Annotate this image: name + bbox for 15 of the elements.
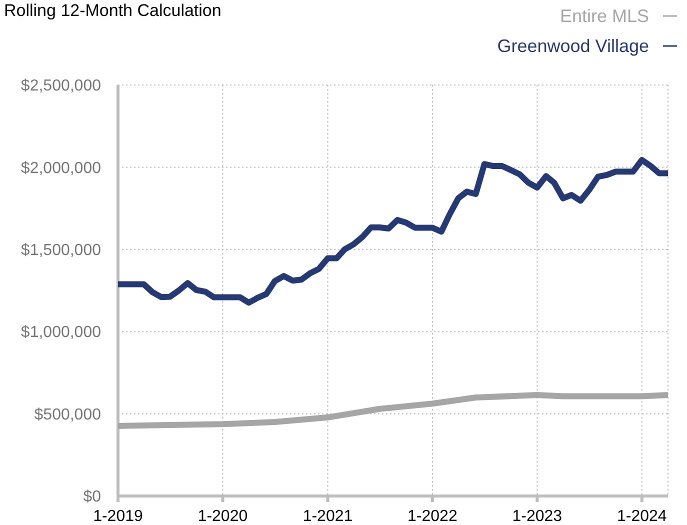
legend-label: Entire MLS [560,6,649,26]
x-tick-label: 1-2024 [616,508,667,525]
y-tick-label: $2,500,000 [20,78,102,95]
x-tick-label: 1-2020 [198,508,248,525]
x-tick-label: 1-2023 [512,508,562,525]
y-tick-label: $2,000,000 [20,160,102,177]
x-tick-label: 1-2019 [93,508,144,525]
x-tick-label: 1-2022 [408,508,458,525]
chart-title: Rolling 12-Month Calculation [4,1,222,20]
x-tick-label: 1-2021 [302,508,353,525]
y-tick-label: $1,000,000 [20,324,102,342]
y-tick-label: $0 [83,488,102,506]
y-tick-label: $1,500,000 [20,242,102,259]
y-tick-label: $500,000 [34,406,102,424]
legend-label: Greenwood Village [497,36,649,56]
